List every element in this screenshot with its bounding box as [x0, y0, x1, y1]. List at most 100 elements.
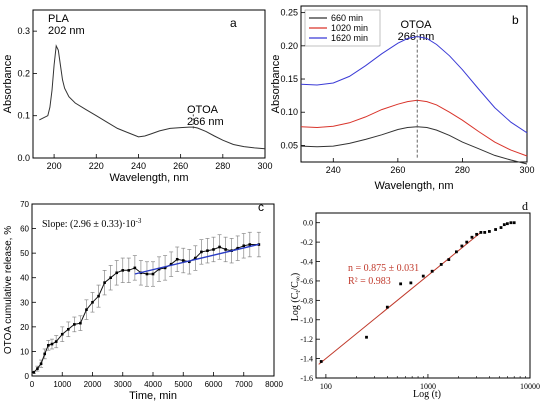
y-tick-label: 0.10	[280, 107, 298, 117]
data-point	[460, 244, 464, 248]
data-point	[242, 244, 246, 248]
panel-letter: d	[522, 199, 528, 213]
x-tick-label: 1000	[420, 382, 436, 391]
data-point	[163, 266, 167, 270]
fit-line	[318, 232, 482, 365]
y-axis-label: Absorbance	[270, 55, 282, 114]
x-tick-label: 4000	[144, 380, 162, 389]
series-line	[300, 35, 528, 134]
y-tick-label: 0	[25, 372, 30, 381]
x-tick-label: 7000	[235, 380, 253, 389]
fit-line	[134, 243, 260, 275]
y-tick-label: -0.2	[300, 238, 313, 247]
data-point	[85, 308, 88, 311]
x-tick-label: 5000	[174, 380, 192, 389]
data-point	[157, 267, 161, 271]
x-tick-label: 6000	[205, 380, 223, 389]
y-tick-label: 0.1	[17, 111, 30, 121]
data-point	[499, 226, 503, 229]
panel-c: c Time, min OTOA cumulative release, % S…	[3, 200, 283, 402]
y-tick-label: 10	[20, 347, 29, 356]
x-tick-label: 10000	[520, 382, 540, 391]
panel-letter: a	[230, 16, 237, 30]
y-tick-label: 0.2	[17, 68, 30, 78]
data-point	[32, 371, 36, 374]
annotation-otoa: OTOA	[187, 104, 219, 116]
y-tick-label: -0.6	[300, 277, 313, 286]
y-axis-label: OTOA cumulative release, %	[3, 226, 14, 354]
y-tick-label: 0.20	[280, 41, 298, 51]
x-tick-label: 280	[215, 161, 230, 171]
data-point	[465, 240, 469, 244]
data-point	[151, 272, 155, 276]
data-point	[47, 343, 50, 347]
x-tick-label: 280	[455, 165, 470, 175]
data-point	[512, 221, 516, 225]
data-point	[494, 228, 497, 231]
data-point	[169, 262, 173, 266]
data-point	[224, 248, 227, 251]
data-point	[39, 362, 43, 366]
data-point	[175, 257, 179, 261]
data-point	[479, 231, 483, 234]
data-point	[67, 328, 70, 331]
y-tick-label: -1.4	[300, 355, 313, 364]
legend-label-660: 660 min	[331, 13, 363, 23]
y-tick-label: 30	[20, 298, 29, 307]
data-point	[385, 305, 389, 309]
plot-frame	[315, 212, 531, 379]
legend-label-1620: 1620 min	[331, 33, 368, 43]
y-tick-label: -1.0	[300, 316, 313, 325]
data-point	[54, 340, 58, 343]
data-point	[103, 281, 106, 284]
data-point	[200, 250, 203, 254]
y-tick-label: -1.2	[300, 335, 313, 344]
plot-frame	[300, 5, 528, 163]
data-point	[145, 272, 149, 276]
x-axis-label: Wavelength, nm	[109, 172, 188, 184]
plot-frame	[32, 9, 266, 159]
annotation-pla-nm: 202 nm	[48, 25, 85, 37]
data-point	[181, 259, 185, 262]
data-point	[421, 274, 425, 278]
data-point	[60, 332, 64, 336]
x-tick-label: 240	[131, 161, 146, 171]
slope-text: Slope: (2.96 ± 0.33)·10	[42, 219, 136, 230]
panel-a: a Wavelength, nm Absorbance PLA 202 nm O…	[2, 9, 273, 184]
series-line	[300, 126, 528, 165]
y-tick-label: 0.05	[280, 140, 298, 150]
y-tick-label: 0.0	[303, 219, 313, 228]
y-tick-label: -1.6	[300, 374, 313, 383]
data-point	[188, 260, 191, 264]
data-point	[365, 335, 368, 339]
panel-letter: c	[258, 200, 264, 214]
data-point	[97, 294, 100, 298]
x-tick-label: 1000	[53, 380, 71, 389]
x-tick-label: 220	[89, 161, 104, 171]
y-tick-label: 0.3	[17, 26, 30, 36]
x-axis-label: Wavelength, nm	[374, 180, 453, 192]
data-point	[409, 281, 413, 285]
panel-b: b Wavelength, nm Absorbance OTOA 266 nm …	[270, 5, 535, 192]
data-point	[109, 276, 112, 280]
x-tick-label: 260	[390, 165, 405, 175]
data-point	[91, 300, 94, 304]
data-point	[79, 321, 82, 325]
annotation-otoa-nm: 266 nm	[187, 116, 224, 128]
data-point	[127, 269, 131, 272]
panel-letter: b	[512, 13, 519, 27]
x-tick-label: 100	[320, 382, 332, 391]
x-tick-label: 300	[519, 165, 534, 175]
annotation-pla: PLA	[48, 13, 69, 25]
slope-exponent: -3	[136, 217, 142, 225]
data-point	[115, 271, 118, 275]
x-tick-label: 260	[173, 161, 188, 171]
y-tick-label: 20	[20, 323, 29, 332]
data-point	[248, 243, 252, 246]
x-tick-label: 2000	[84, 380, 102, 389]
series-line	[39, 44, 266, 150]
fit-r2-text: R² = 0.983	[348, 276, 391, 287]
y-axis-label: Log (Ct/C∞)	[290, 273, 302, 321]
data-point	[236, 246, 239, 250]
